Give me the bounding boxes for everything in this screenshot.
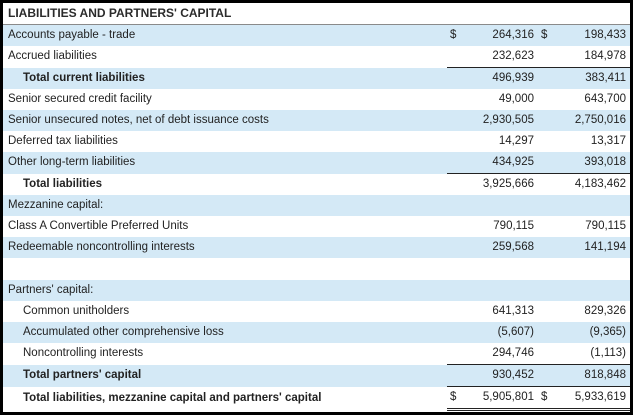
row-label: Senior secured credit facility xyxy=(8,93,152,105)
value-current: 3,925,666 xyxy=(461,173,538,195)
row-label: Redeemable noncontrolling interests xyxy=(3,237,447,258)
row-label: Accrued liabilities xyxy=(8,50,97,63)
value-prior: 4,183,462 xyxy=(552,173,630,195)
row-label: Noncontrolling interests xyxy=(23,347,144,360)
table-row: Class A Convertible Preferred Units 790,… xyxy=(3,216,630,237)
table-row: Total partners' capital 930,452 818,848 xyxy=(3,364,630,387)
row-label: Partners' capital: xyxy=(3,280,447,301)
value-current: 49,000 xyxy=(498,93,534,105)
value-current: 2,930,505 xyxy=(461,110,538,131)
value-prior: 383,411 xyxy=(552,67,630,89)
row-label: Mezzanine capital: xyxy=(3,195,447,216)
currency-symbol: $ xyxy=(538,25,552,46)
value-prior: 643,700 xyxy=(584,93,626,105)
row-label: Other long-term liabilities xyxy=(3,152,447,174)
value-current: 5,905,801 xyxy=(461,386,538,411)
section-title: LIABILITIES AND PARTNERS' CAPITAL xyxy=(3,3,630,25)
table-row: Deferred tax liabilities 14,297 13,317 xyxy=(3,131,630,152)
table-row: Senior secured credit facility 49,000 64… xyxy=(3,89,630,110)
table-row: Total liabilities 3,925,666 4,183,462 xyxy=(3,173,630,195)
value-prior: 13,317 xyxy=(590,135,626,147)
value-current: 930,452 xyxy=(461,364,538,387)
row-label: Accumulated other comprehensive loss xyxy=(3,322,447,343)
table-row: Senior unsecured notes, net of debt issu… xyxy=(3,110,630,131)
currency-symbol: $ xyxy=(447,386,461,411)
row-label: Total partners' capital xyxy=(3,364,447,387)
table-row: Accounts payable - trade $ 264,316 $ 198… xyxy=(3,25,630,46)
row-label: Class A Convertible Preferred Units xyxy=(8,220,189,232)
value-prior: 818,848 xyxy=(552,364,630,387)
value-prior: 5,933,619 xyxy=(552,386,630,411)
value-prior: 198,433 xyxy=(552,25,630,46)
table-row: Total liabilities, mezzanine capital and… xyxy=(3,386,630,411)
currency-symbol: $ xyxy=(538,386,552,411)
value-prior: (9,365) xyxy=(552,322,630,343)
row-label: Common unitholders xyxy=(23,305,130,317)
value-current: 641,313 xyxy=(492,305,534,317)
value-current: 790,115 xyxy=(493,220,534,232)
value-prior: 184,978 xyxy=(584,50,626,62)
value-prior: 790,115 xyxy=(585,220,626,232)
table-row: Partners' capital: xyxy=(3,280,630,301)
table-row: Other long-term liabilities 434,925 393,… xyxy=(3,152,630,174)
currency-symbol: $ xyxy=(447,25,461,46)
row-label: Total liabilities, mezzanine capital and… xyxy=(23,391,322,404)
table-row: Noncontrolling interests 294,746 (1,113) xyxy=(3,343,630,365)
table-row: Mezzanine capital: xyxy=(3,195,630,216)
table-row: Accumulated other comprehensive loss (5,… xyxy=(3,322,630,343)
value-current: 294,746 xyxy=(492,347,534,359)
value-prior: 393,018 xyxy=(552,152,630,174)
liabilities-table: Accounts payable - trade $ 264,316 $ 198… xyxy=(3,25,630,411)
value-prior: (1,113) xyxy=(590,347,626,359)
table-row: Redeemable noncontrolling interests 259,… xyxy=(3,237,630,258)
value-current: 14,297 xyxy=(498,135,534,147)
row-label: Senior unsecured notes, net of debt issu… xyxy=(3,110,447,131)
value-current: 496,939 xyxy=(461,67,538,89)
table-row: Common unitholders 641,313 829,326 xyxy=(3,301,630,322)
row-label: Total current liabilities xyxy=(3,67,447,89)
table-row: Accrued liabilities 232,623 184,978 xyxy=(3,46,630,68)
value-current: 259,568 xyxy=(461,237,538,258)
value-current: 434,925 xyxy=(461,152,538,174)
value-prior: 829,326 xyxy=(584,305,626,317)
value-current: 264,316 xyxy=(461,25,538,46)
value-prior: 141,194 xyxy=(552,237,630,258)
row-label: Total liabilities xyxy=(23,177,103,190)
value-current: 232,623 xyxy=(492,50,534,62)
table-row xyxy=(3,258,630,280)
value-prior: 2,750,016 xyxy=(552,110,630,131)
row-label: Deferred tax liabilities xyxy=(8,135,118,147)
row-label: Accounts payable - trade xyxy=(3,25,447,46)
table-row: Total current liabilities 496,939 383,41… xyxy=(3,67,630,89)
value-current: (5,607) xyxy=(461,322,538,343)
